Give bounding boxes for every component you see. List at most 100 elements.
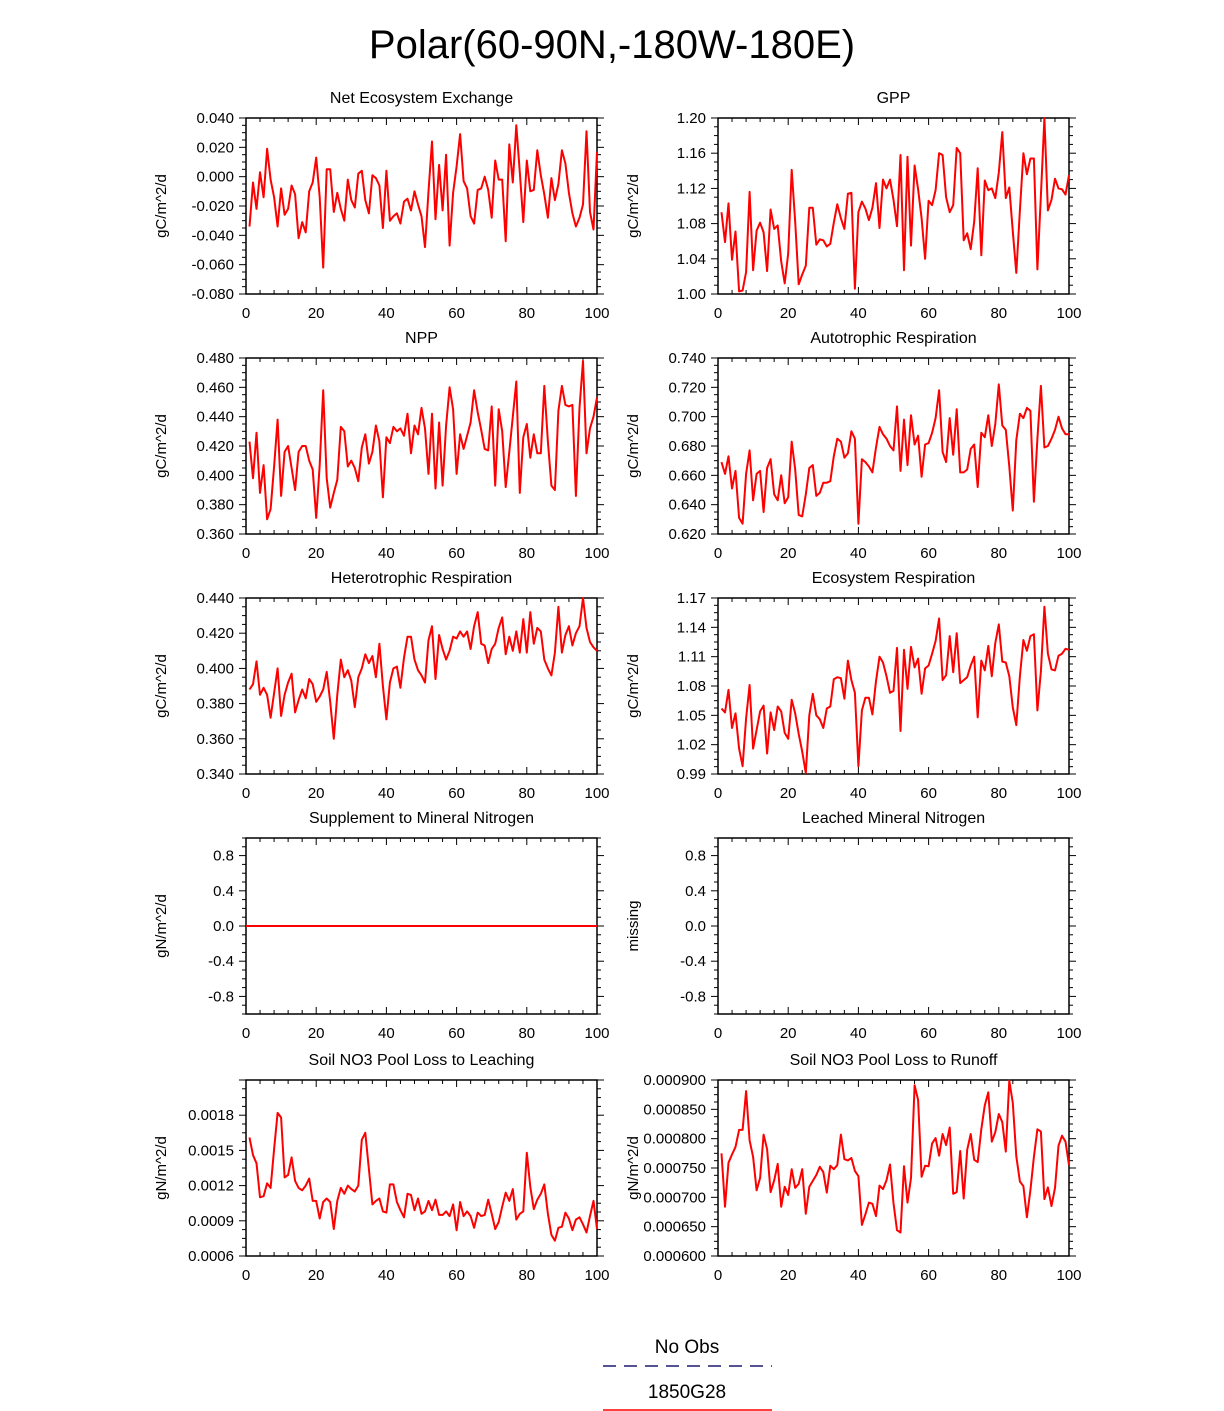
y-tick-label: 0.400	[196, 660, 234, 677]
y-tick-label: 1.11	[678, 649, 706, 666]
y-tick-label: 1.14	[677, 619, 706, 636]
x-tick-label: 0	[714, 305, 722, 322]
y-tick-label: 0.620	[668, 526, 706, 543]
x-tick-label: 60	[448, 305, 465, 322]
x-tick-label: 40	[850, 545, 867, 562]
x-tick-label: 0	[714, 1025, 722, 1042]
y-tick-label: 0.040	[196, 110, 234, 127]
panel-title: GPP	[877, 90, 911, 107]
x-tick-label: 80	[990, 545, 1007, 562]
y-tick-label: 0.440	[196, 409, 234, 426]
x-tick-label: 80	[990, 305, 1007, 322]
x-tick-label: 40	[850, 1025, 867, 1042]
y-tick-label: 0.000700	[643, 1189, 706, 1206]
x-tick-label: 40	[378, 305, 395, 322]
panel-ecosystem-respiration: 0 20 40 60 80 100 0.99 1.02 1.05 1.08 1.11 1.14 1.17…	[625, 570, 1082, 802]
x-tick-label: 40	[850, 305, 867, 322]
x-tick-label: 100	[1056, 545, 1081, 562]
y-tick-label: 0.360	[196, 731, 234, 748]
y-tick-label: -0.8	[208, 988, 234, 1005]
y-axis-label: gN/m^2/d	[153, 894, 170, 958]
panel-title: Leached Mineral Nitrogen	[802, 810, 985, 827]
x-tick-label: 20	[780, 545, 797, 562]
panel-title: Soil NO3 Pool Loss to Leaching	[309, 1052, 535, 1069]
y-axis-label: missing	[625, 901, 642, 952]
x-tick-label: 60	[920, 305, 937, 322]
y-tick-label: 0.0009	[188, 1213, 234, 1230]
x-tick-label: 20	[308, 1025, 325, 1042]
legend-label-obs: No Obs	[655, 1337, 719, 1358]
y-tick-label: 0.680	[668, 438, 706, 455]
x-tick-label: 40	[378, 785, 395, 802]
panel-heterotrophic-respiration: 0 20 40 60 80 100 0.340 0.360 0.380 0.400 0.420 0.4…	[153, 570, 610, 802]
series-line-1850g28	[248, 597, 598, 740]
x-tick-label: 20	[780, 785, 797, 802]
x-tick-label: 60	[920, 785, 937, 802]
x-tick-label: 60	[448, 545, 465, 562]
y-tick-label: 0.340	[196, 766, 234, 783]
y-tick-label: 1.12	[677, 180, 706, 197]
panel-net-ecosystem-exchange: 0 20 40 60 80 100 -0.080 -0.060 -0.040 -0.020 0.00…	[153, 90, 610, 322]
panel-title: Soil NO3 Pool Loss to Runoff	[790, 1052, 998, 1069]
plot-frame	[245, 117, 598, 295]
y-tick-label: 0.0	[685, 918, 706, 935]
x-tick-label: 20	[308, 545, 325, 562]
series-line-1850g28	[248, 124, 598, 269]
y-tick-label: 1.08	[677, 216, 706, 233]
x-tick-label: 60	[448, 785, 465, 802]
y-tick-label: 0.420	[196, 625, 234, 642]
y-tick-label: 0.0012	[188, 1178, 234, 1195]
x-tick-label: 100	[1056, 785, 1081, 802]
y-tick-label: -0.040	[191, 227, 234, 244]
x-tick-label: 100	[1056, 1025, 1081, 1042]
series-line-1850g28	[720, 605, 1070, 774]
y-tick-label: 0.440	[196, 590, 234, 607]
y-tick-label: 0.000850	[643, 1101, 706, 1118]
y-tick-label: 0.360	[196, 526, 234, 543]
x-tick-label: 0	[714, 1267, 722, 1284]
x-tick-label: 0	[242, 305, 250, 322]
y-tick-label: 1.05	[677, 707, 706, 724]
y-axis-label: gN/m^2/d	[153, 1136, 170, 1200]
x-tick-label: 80	[518, 305, 535, 322]
x-tick-label: 60	[448, 1025, 465, 1042]
x-tick-label: 20	[308, 305, 325, 322]
y-axis-label: gC/m^2/d	[153, 174, 170, 238]
y-tick-label: 0.99	[677, 766, 706, 783]
x-tick-label: 20	[780, 1267, 797, 1284]
panel-title: Net Ecosystem Exchange	[330, 90, 513, 107]
x-tick-label: 80	[990, 785, 1007, 802]
y-tick-label: 0.660	[668, 467, 706, 484]
x-tick-label: 40	[850, 1267, 867, 1284]
x-tick-label: 0	[242, 1025, 250, 1042]
series-line-1850g28	[720, 383, 1069, 525]
x-tick-label: 80	[518, 1025, 535, 1042]
x-tick-label: 20	[780, 1025, 797, 1042]
x-tick-label: 100	[1056, 305, 1081, 322]
x-tick-label: 40	[378, 1267, 395, 1284]
x-tick-label: 40	[850, 785, 867, 802]
plot-frame	[245, 1079, 598, 1257]
series-line-1850g28	[720, 1079, 1070, 1234]
y-tick-label: 1.08	[677, 678, 706, 695]
y-axis-label: gN/m^2/d	[625, 1136, 642, 1200]
series-line-1850g28	[248, 359, 598, 521]
y-tick-label: 0.8	[685, 848, 706, 865]
y-tick-label: 0.0015	[188, 1142, 234, 1159]
y-tick-label: 0.0018	[188, 1107, 234, 1124]
y-tick-label: 0.460	[196, 379, 234, 396]
panel-autotrophic-respiration: 0 20 40 60 80 100 0.620 0.640 0.660 0.680 0.700 0.7…	[625, 330, 1082, 562]
y-axis-label: gC/m^2/d	[625, 174, 642, 238]
y-tick-label: 0.000800	[643, 1131, 706, 1148]
y-tick-label: 0.380	[196, 497, 234, 514]
y-axis-label: gC/m^2/d	[153, 654, 170, 718]
y-tick-label: 0.000750	[643, 1160, 706, 1177]
x-tick-label: 100	[584, 785, 609, 802]
x-tick-label: 0	[242, 545, 250, 562]
x-tick-label: 100	[584, 545, 609, 562]
x-tick-label: 40	[378, 1025, 395, 1042]
y-tick-label: -0.060	[191, 257, 234, 274]
y-tick-label: 0.700	[668, 409, 706, 426]
x-tick-label: 0	[242, 785, 250, 802]
y-tick-label: 0.740	[668, 350, 706, 367]
